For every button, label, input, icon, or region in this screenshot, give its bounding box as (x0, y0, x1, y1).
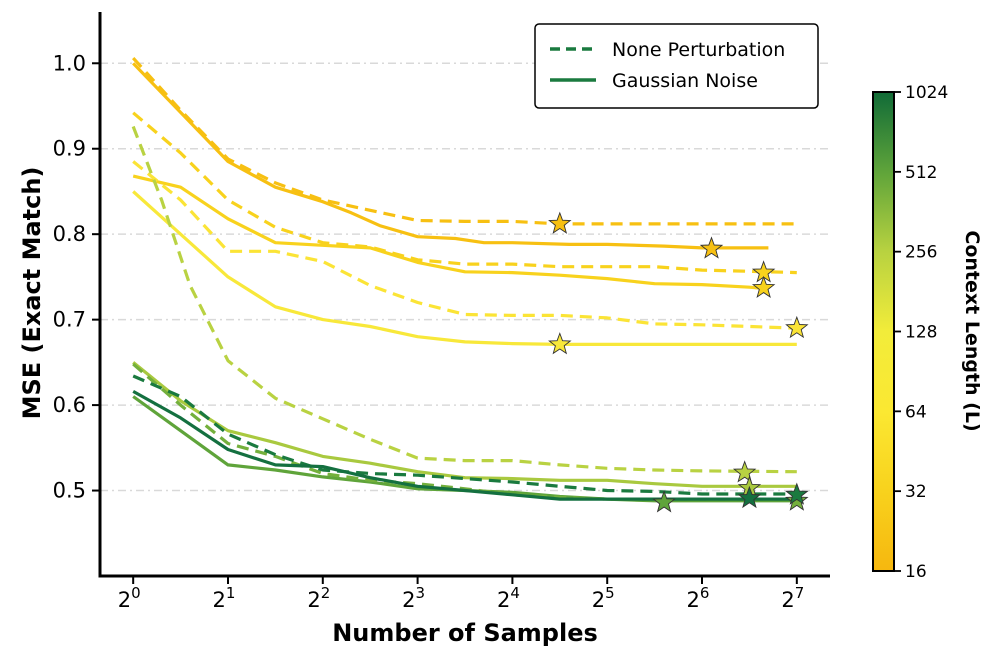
colorbar-tick-label: 64 (905, 402, 927, 422)
x-tick-label: 22 (307, 584, 330, 612)
colorbar-tick-label: 512 (905, 163, 937, 183)
series-line (132, 390, 797, 501)
colorbar-tick-label: 256 (905, 243, 937, 263)
colorbar-bar (872, 91, 895, 572)
y-ticks: 0.5 0.6 0.7 0.8 0.9 1.0 (53, 51, 100, 503)
star-marker (785, 315, 809, 339)
y-tick-label: 0.9 (53, 137, 86, 161)
star-marker (751, 275, 776, 298)
colorbar-title: Context Length (L) (961, 230, 983, 431)
star-marker (699, 236, 724, 259)
x-tick-label: 26 (687, 584, 710, 612)
colorbar-tick-label: 16 (905, 562, 927, 582)
x-axis-title: Number of Samples (332, 619, 598, 647)
series-line (132, 111, 797, 275)
colorbar-ticks: 16 32 64 128 256 512 1024 (894, 83, 948, 582)
legend-label-gaussian-noise: Gaussian Noise (612, 70, 758, 92)
star-markers (548, 211, 809, 513)
series-line (132, 362, 797, 501)
series-line (132, 361, 797, 488)
x-tick-label: 24 (497, 584, 520, 612)
star-marker (548, 332, 572, 355)
colorbar-tick-label: 1024 (905, 83, 948, 103)
x-tick-label: 27 (781, 584, 804, 612)
y-axis-title: MSE (Exact Match) (18, 167, 46, 420)
y-tick-label: 1.0 (53, 51, 86, 75)
legend: None Perturbation Gaussian Noise (534, 23, 819, 109)
legend-box (534, 23, 819, 109)
series-line (132, 62, 769, 250)
y-tick-label: 0.7 (53, 308, 86, 332)
star-marker (785, 482, 809, 505)
x-tick-label: 25 (592, 584, 615, 612)
colorbar-tick-label: 128 (905, 323, 937, 343)
x-tick-label: 20 (118, 584, 141, 612)
x-ticks: 20 21 22 23 24 25 26 27 (118, 576, 804, 612)
y-tick-label: 0.6 (53, 393, 86, 417)
colorbar-tick-label: 32 (905, 482, 927, 502)
series-group (131, 57, 797, 503)
series-line (132, 174, 769, 291)
colorbar: 16 32 64 128 256 512 1024 Context Length (L) (872, 83, 983, 582)
star-marker (548, 211, 572, 234)
star-marker (732, 460, 757, 483)
series-line (131, 125, 797, 474)
series-line (132, 190, 797, 346)
y-tick-label: 0.5 (53, 479, 86, 503)
legend-label-none-perturbation: None Perturbation (612, 39, 785, 61)
series-line (132, 57, 797, 226)
series-line (132, 160, 797, 330)
y-tick-label: 0.8 (53, 222, 86, 246)
star-marker (652, 490, 676, 513)
series-line (132, 374, 797, 496)
star-marker (737, 485, 762, 509)
x-tick-label: 23 (402, 584, 425, 612)
x-tick-label: 21 (213, 584, 236, 612)
